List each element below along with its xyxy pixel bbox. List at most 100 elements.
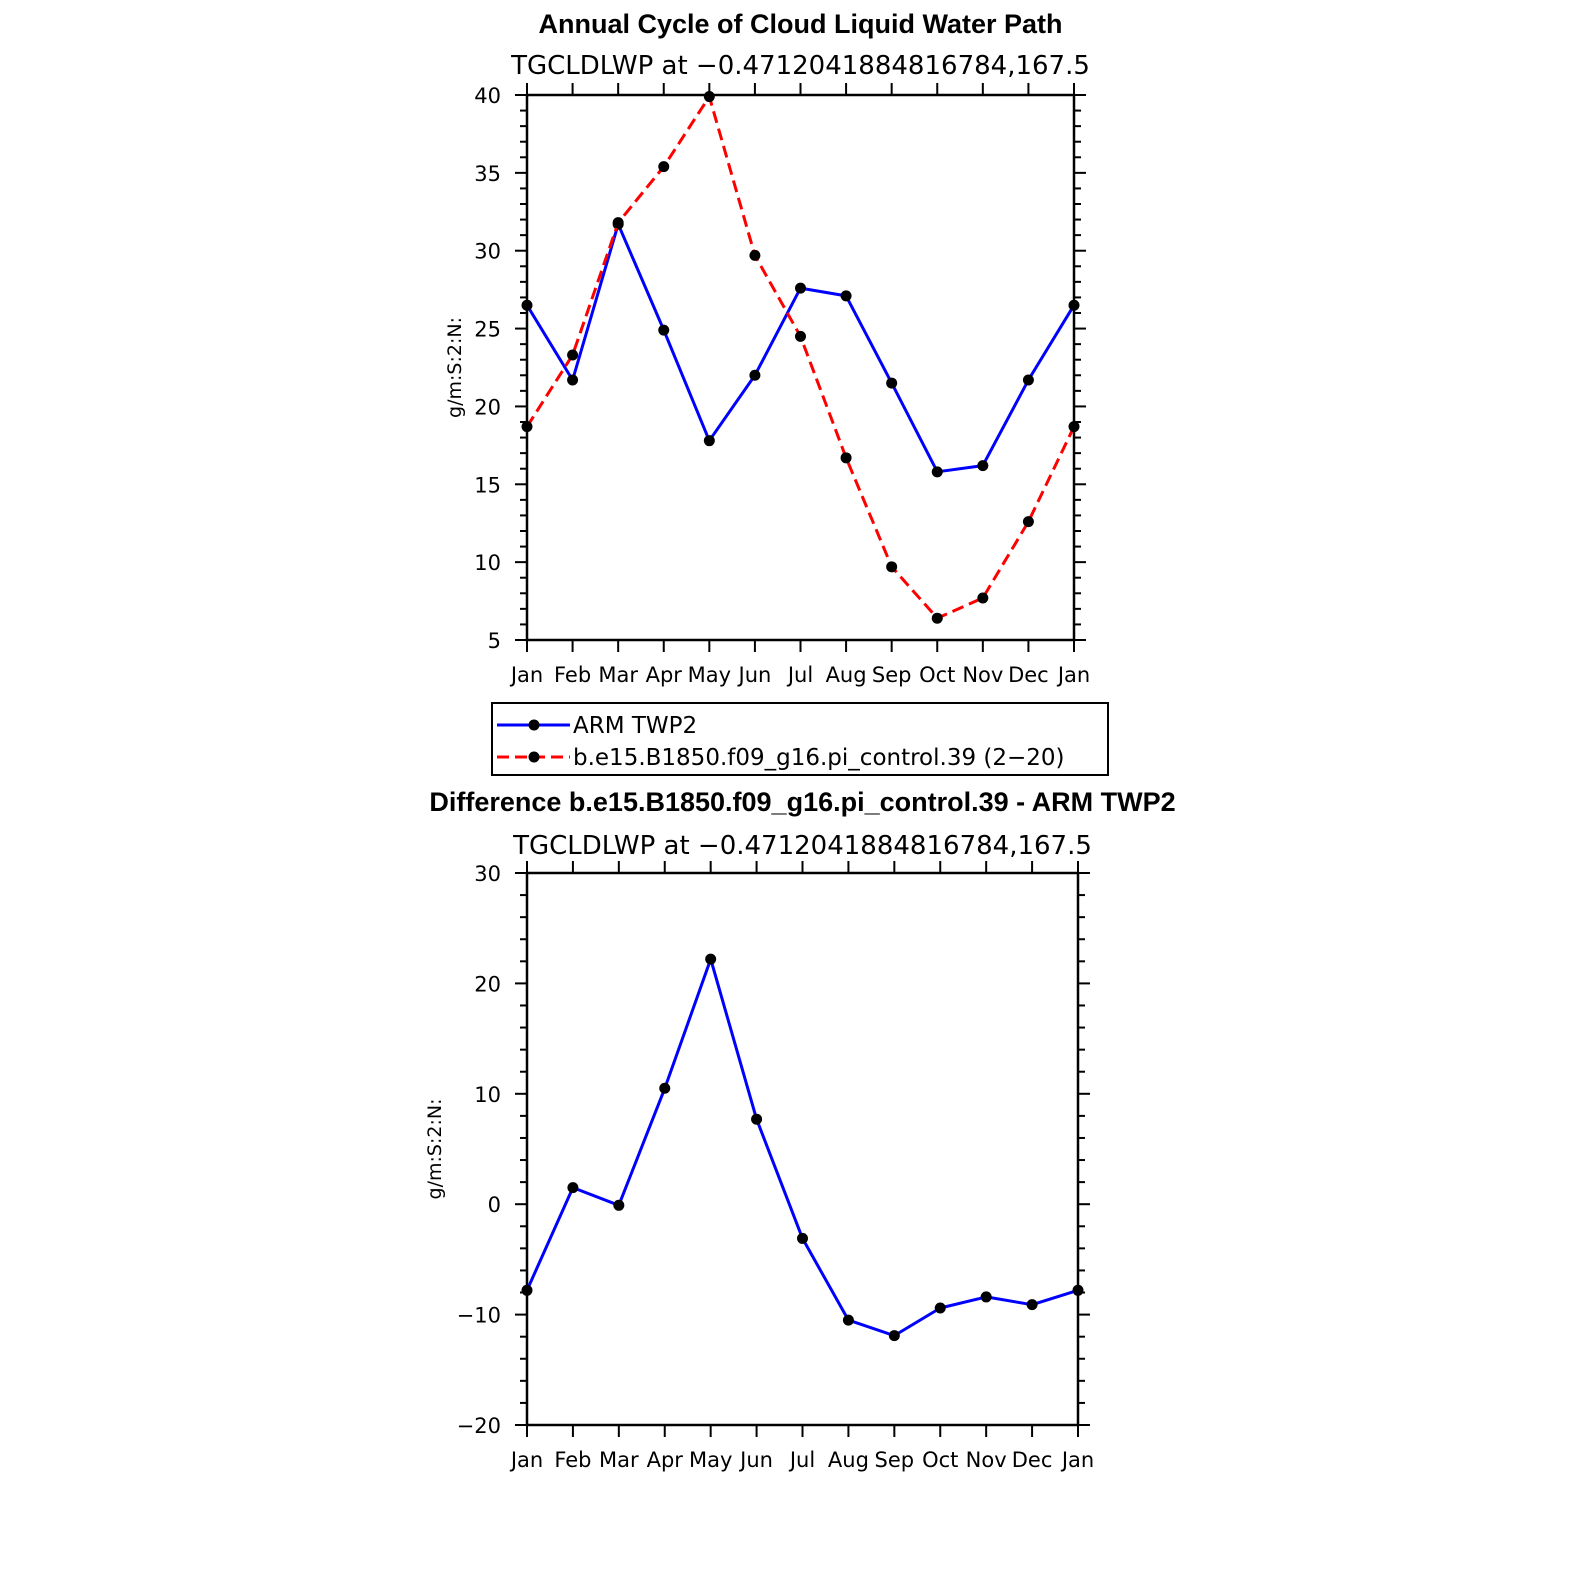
y-axis-title: g/m:S:2:N: bbox=[424, 1099, 446, 1200]
y-tick-label: 30 bbox=[474, 240, 501, 264]
x-tick-label: Jun bbox=[737, 663, 772, 687]
data-point bbox=[977, 460, 989, 472]
y-tick-label: 0 bbox=[488, 1193, 501, 1217]
legend-marker bbox=[528, 719, 540, 731]
data-point bbox=[521, 421, 533, 433]
y-ticks bbox=[515, 94, 1086, 641]
data-point bbox=[1022, 516, 1034, 528]
data-point bbox=[658, 161, 670, 173]
x-tick-label: Jan bbox=[1060, 1448, 1094, 1472]
data-point bbox=[977, 592, 989, 604]
data-point bbox=[703, 91, 715, 103]
x-tick-label: May bbox=[689, 1448, 732, 1472]
x-tick-label: Jan bbox=[1056, 663, 1090, 687]
data-point bbox=[658, 324, 670, 336]
data-point bbox=[705, 953, 717, 965]
data-point bbox=[751, 1113, 763, 1125]
legend-entry: ARM TWP2 bbox=[573, 713, 697, 739]
y-tick-label: 5 bbox=[488, 629, 501, 653]
x-tick-label: Mar bbox=[598, 663, 638, 687]
data-point bbox=[567, 349, 579, 361]
y-tick-label: 20 bbox=[474, 972, 501, 996]
x-tick-label: Aug bbox=[828, 1448, 869, 1472]
data-point bbox=[797, 1232, 808, 1244]
x-tick-label: Oct bbox=[919, 663, 955, 687]
y-ticks bbox=[515, 872, 1090, 1426]
data-point bbox=[1026, 1299, 1038, 1311]
y-tick-label: 15 bbox=[474, 473, 501, 497]
data-point bbox=[840, 290, 852, 302]
chart-subtitle: TGCLDLWP at −0.4712041884816784,167.5 bbox=[512, 831, 1092, 861]
data-point bbox=[795, 282, 806, 294]
data-point bbox=[1022, 374, 1034, 386]
y-tick-label: 35 bbox=[474, 162, 501, 186]
x-tick-label: Apr bbox=[647, 1448, 684, 1472]
legend: ARM TWP2 b.e15.B1850.f09_g16.pi_control.3… bbox=[491, 702, 1109, 776]
data-point bbox=[931, 466, 943, 478]
x-tick-label: Apr bbox=[646, 663, 683, 687]
data-point bbox=[521, 299, 533, 311]
data-point bbox=[1068, 421, 1080, 433]
data-point bbox=[888, 1330, 900, 1342]
series-1 bbox=[521, 953, 1084, 1342]
x-tick-label: Jul bbox=[786, 663, 813, 687]
series-line bbox=[525, 222, 1076, 474]
data-point bbox=[840, 452, 852, 464]
data-point bbox=[934, 1302, 946, 1314]
y-axis-title: g/m:S:2:N: bbox=[444, 317, 466, 418]
data-point bbox=[567, 1182, 579, 1194]
y-tick-label: 25 bbox=[474, 318, 501, 342]
legend-box bbox=[491, 702, 1109, 776]
data-point bbox=[886, 561, 898, 573]
data-point bbox=[931, 612, 943, 624]
data-point bbox=[1068, 299, 1080, 311]
plot-frame bbox=[525, 871, 1080, 1427]
x-tick-label: Mar bbox=[599, 1448, 639, 1472]
x-tick-label: Jul bbox=[788, 1448, 815, 1472]
chart-title: Difference b.e15.B1850.f09_g16.pi_contro… bbox=[429, 787, 1175, 817]
y-tick-label: −10 bbox=[457, 1304, 501, 1328]
data-point bbox=[521, 1284, 533, 1296]
x-tick-label: Jan bbox=[509, 1448, 543, 1472]
x-tick-label: Feb bbox=[554, 663, 591, 687]
chart-title: Annual Cycle of Cloud Liquid Water Path bbox=[538, 9, 1062, 39]
y-tick-label: 20 bbox=[474, 395, 501, 419]
data-point bbox=[659, 1082, 671, 1094]
data-point bbox=[886, 377, 898, 389]
data-point bbox=[613, 1199, 625, 1211]
x-tick-label: Sep bbox=[872, 663, 912, 687]
data-point bbox=[842, 1314, 854, 1326]
y-tick-label: 10 bbox=[474, 1083, 501, 1107]
series-line bbox=[525, 957, 1079, 1338]
x-tick-label: Dec bbox=[1008, 663, 1049, 687]
y-tick-label: 40 bbox=[474, 84, 501, 108]
data-point bbox=[795, 330, 806, 342]
series-2 bbox=[521, 91, 1080, 624]
x-tick-label: Nov bbox=[966, 1448, 1007, 1472]
chart-2: Difference b.e15.B1850.f09_g16.pi_contro… bbox=[424, 787, 1176, 1472]
data-point bbox=[703, 435, 715, 447]
data-point bbox=[1072, 1284, 1084, 1296]
y-tick-label: −20 bbox=[457, 1414, 501, 1438]
chart-1: Annual Cycle of Cloud Liquid Water Path T… bbox=[444, 9, 1109, 776]
series-line bbox=[525, 95, 1076, 620]
x-tick-label: Sep bbox=[875, 1448, 915, 1472]
data-point bbox=[749, 369, 761, 381]
data-point bbox=[612, 217, 624, 229]
data-point bbox=[567, 374, 579, 386]
x-tick-label: Jun bbox=[738, 1448, 773, 1472]
x-tick-label: Jan bbox=[509, 663, 543, 687]
data-point bbox=[749, 249, 761, 261]
x-tick-label: Nov bbox=[962, 663, 1003, 687]
x-tick-label: Aug bbox=[826, 663, 867, 687]
chart-subtitle: TGCLDLWP at −0.4712041884816784,167.5 bbox=[510, 51, 1090, 81]
legend-marker bbox=[528, 751, 540, 763]
y-tick-label: 10 bbox=[474, 551, 501, 575]
data-point bbox=[980, 1291, 992, 1303]
x-tick-label: May bbox=[688, 663, 731, 687]
legend-entry: b.e15.B1850.f09_g16.pi_control.39 (2−20) bbox=[573, 745, 1065, 771]
y-tick-label: 30 bbox=[474, 862, 501, 886]
x-tick-label: Feb bbox=[554, 1448, 591, 1472]
plot-frame bbox=[525, 93, 1076, 642]
